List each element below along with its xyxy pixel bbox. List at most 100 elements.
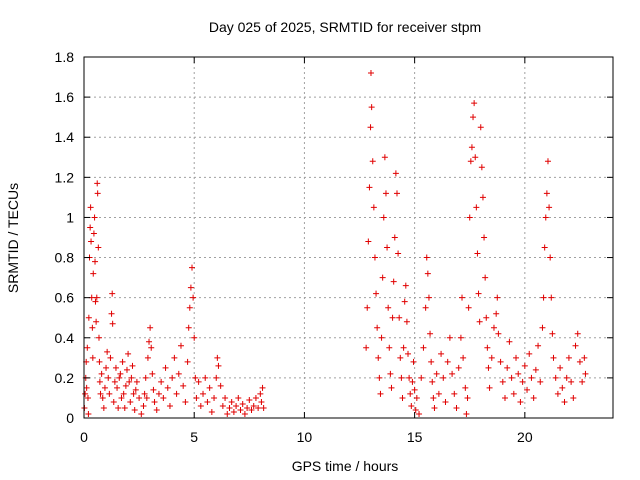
data-point <box>259 384 266 391</box>
data-point <box>368 104 375 111</box>
y-tick-label: 0.8 <box>55 250 75 266</box>
data-point <box>402 282 409 289</box>
data-point <box>403 318 410 325</box>
data-point <box>128 374 135 381</box>
data-point <box>444 358 451 365</box>
data-point <box>158 378 165 385</box>
data-point <box>537 378 544 385</box>
data-point <box>519 378 526 385</box>
y-tick-label: 1 <box>66 209 74 225</box>
data-point <box>88 238 95 245</box>
data-point <box>206 384 213 391</box>
data-point <box>87 224 94 231</box>
data-point <box>468 144 475 151</box>
data-point <box>540 294 547 301</box>
y-axis-label: SRMTID / TECUs <box>5 183 21 293</box>
x-axis-label: GPS time / hours <box>292 458 399 474</box>
data-point <box>228 398 235 405</box>
data-point <box>215 362 222 369</box>
data-point <box>513 354 520 361</box>
data-point <box>82 390 89 397</box>
data-point <box>367 124 374 131</box>
data-point <box>367 70 374 77</box>
data-point <box>374 324 381 331</box>
data-point <box>416 410 423 417</box>
data-point <box>89 354 96 361</box>
data-point <box>230 408 237 415</box>
data-point <box>429 378 436 385</box>
data-point <box>385 304 392 311</box>
y-tick-label: 0.2 <box>55 370 75 386</box>
data-point <box>121 404 128 411</box>
data-point <box>457 334 464 341</box>
data-point <box>95 244 102 251</box>
y-tick-label: 0.6 <box>55 290 75 306</box>
data-point <box>153 406 160 413</box>
data-point <box>257 390 264 397</box>
data-point <box>166 402 173 409</box>
data-point <box>380 214 387 221</box>
data-point <box>438 350 445 357</box>
data-point <box>92 258 99 265</box>
data-point <box>478 164 485 171</box>
data-point <box>535 342 542 349</box>
data-point <box>494 294 501 301</box>
data-point <box>466 214 473 221</box>
data-point <box>101 384 108 391</box>
data-point <box>497 358 504 365</box>
data-point <box>160 394 167 401</box>
data-point <box>420 344 427 351</box>
data-point <box>484 344 491 351</box>
data-point <box>570 394 577 401</box>
x-tick-labels: 0 5 10 15 20 <box>80 429 533 445</box>
data-point <box>565 354 572 361</box>
grid <box>84 57 613 418</box>
data-point <box>255 404 262 411</box>
data-point <box>474 250 481 257</box>
data-point <box>120 390 127 397</box>
data-point <box>235 394 242 401</box>
data-point <box>405 350 412 357</box>
data-point <box>460 354 467 361</box>
data-point <box>524 386 531 393</box>
data-point <box>435 390 442 397</box>
data-point <box>164 384 171 391</box>
data-point <box>485 364 492 371</box>
data-point <box>424 270 431 277</box>
data-point <box>546 204 553 211</box>
data-point <box>455 364 462 371</box>
data-point <box>479 194 486 201</box>
chart-title: Day 025 of 2025, SRMTID for receiver stp… <box>209 19 481 35</box>
data-point <box>129 362 136 369</box>
data-point <box>401 298 408 305</box>
data-point <box>542 214 549 221</box>
data-point <box>91 214 98 221</box>
data-point <box>549 330 556 337</box>
data-point <box>89 324 96 331</box>
data-point <box>392 170 399 177</box>
axis-ticks <box>83 56 613 419</box>
data-point <box>224 410 231 417</box>
data-point <box>136 394 143 401</box>
data-point <box>148 344 155 351</box>
data-point <box>118 394 125 401</box>
data-point <box>371 254 378 261</box>
data-point <box>116 374 123 381</box>
data-point <box>399 394 406 401</box>
y-tick-labels: 0 0.2 0.4 0.6 0.8 1 1.2 1.4 1.6 1.8 <box>55 49 75 426</box>
data-point <box>409 378 416 385</box>
data-point <box>144 354 151 361</box>
data-point <box>376 374 383 381</box>
data-point <box>579 378 586 385</box>
y-tick-label: 1.6 <box>55 89 75 105</box>
data-point <box>451 390 458 397</box>
data-point <box>94 190 101 197</box>
data-point <box>413 394 420 401</box>
data-point <box>125 350 132 357</box>
data-point <box>506 338 513 345</box>
data-point <box>408 402 415 409</box>
data-point <box>211 394 218 401</box>
data-point <box>410 358 417 365</box>
x-tick-label: 5 <box>190 429 198 445</box>
data-point <box>501 394 508 401</box>
